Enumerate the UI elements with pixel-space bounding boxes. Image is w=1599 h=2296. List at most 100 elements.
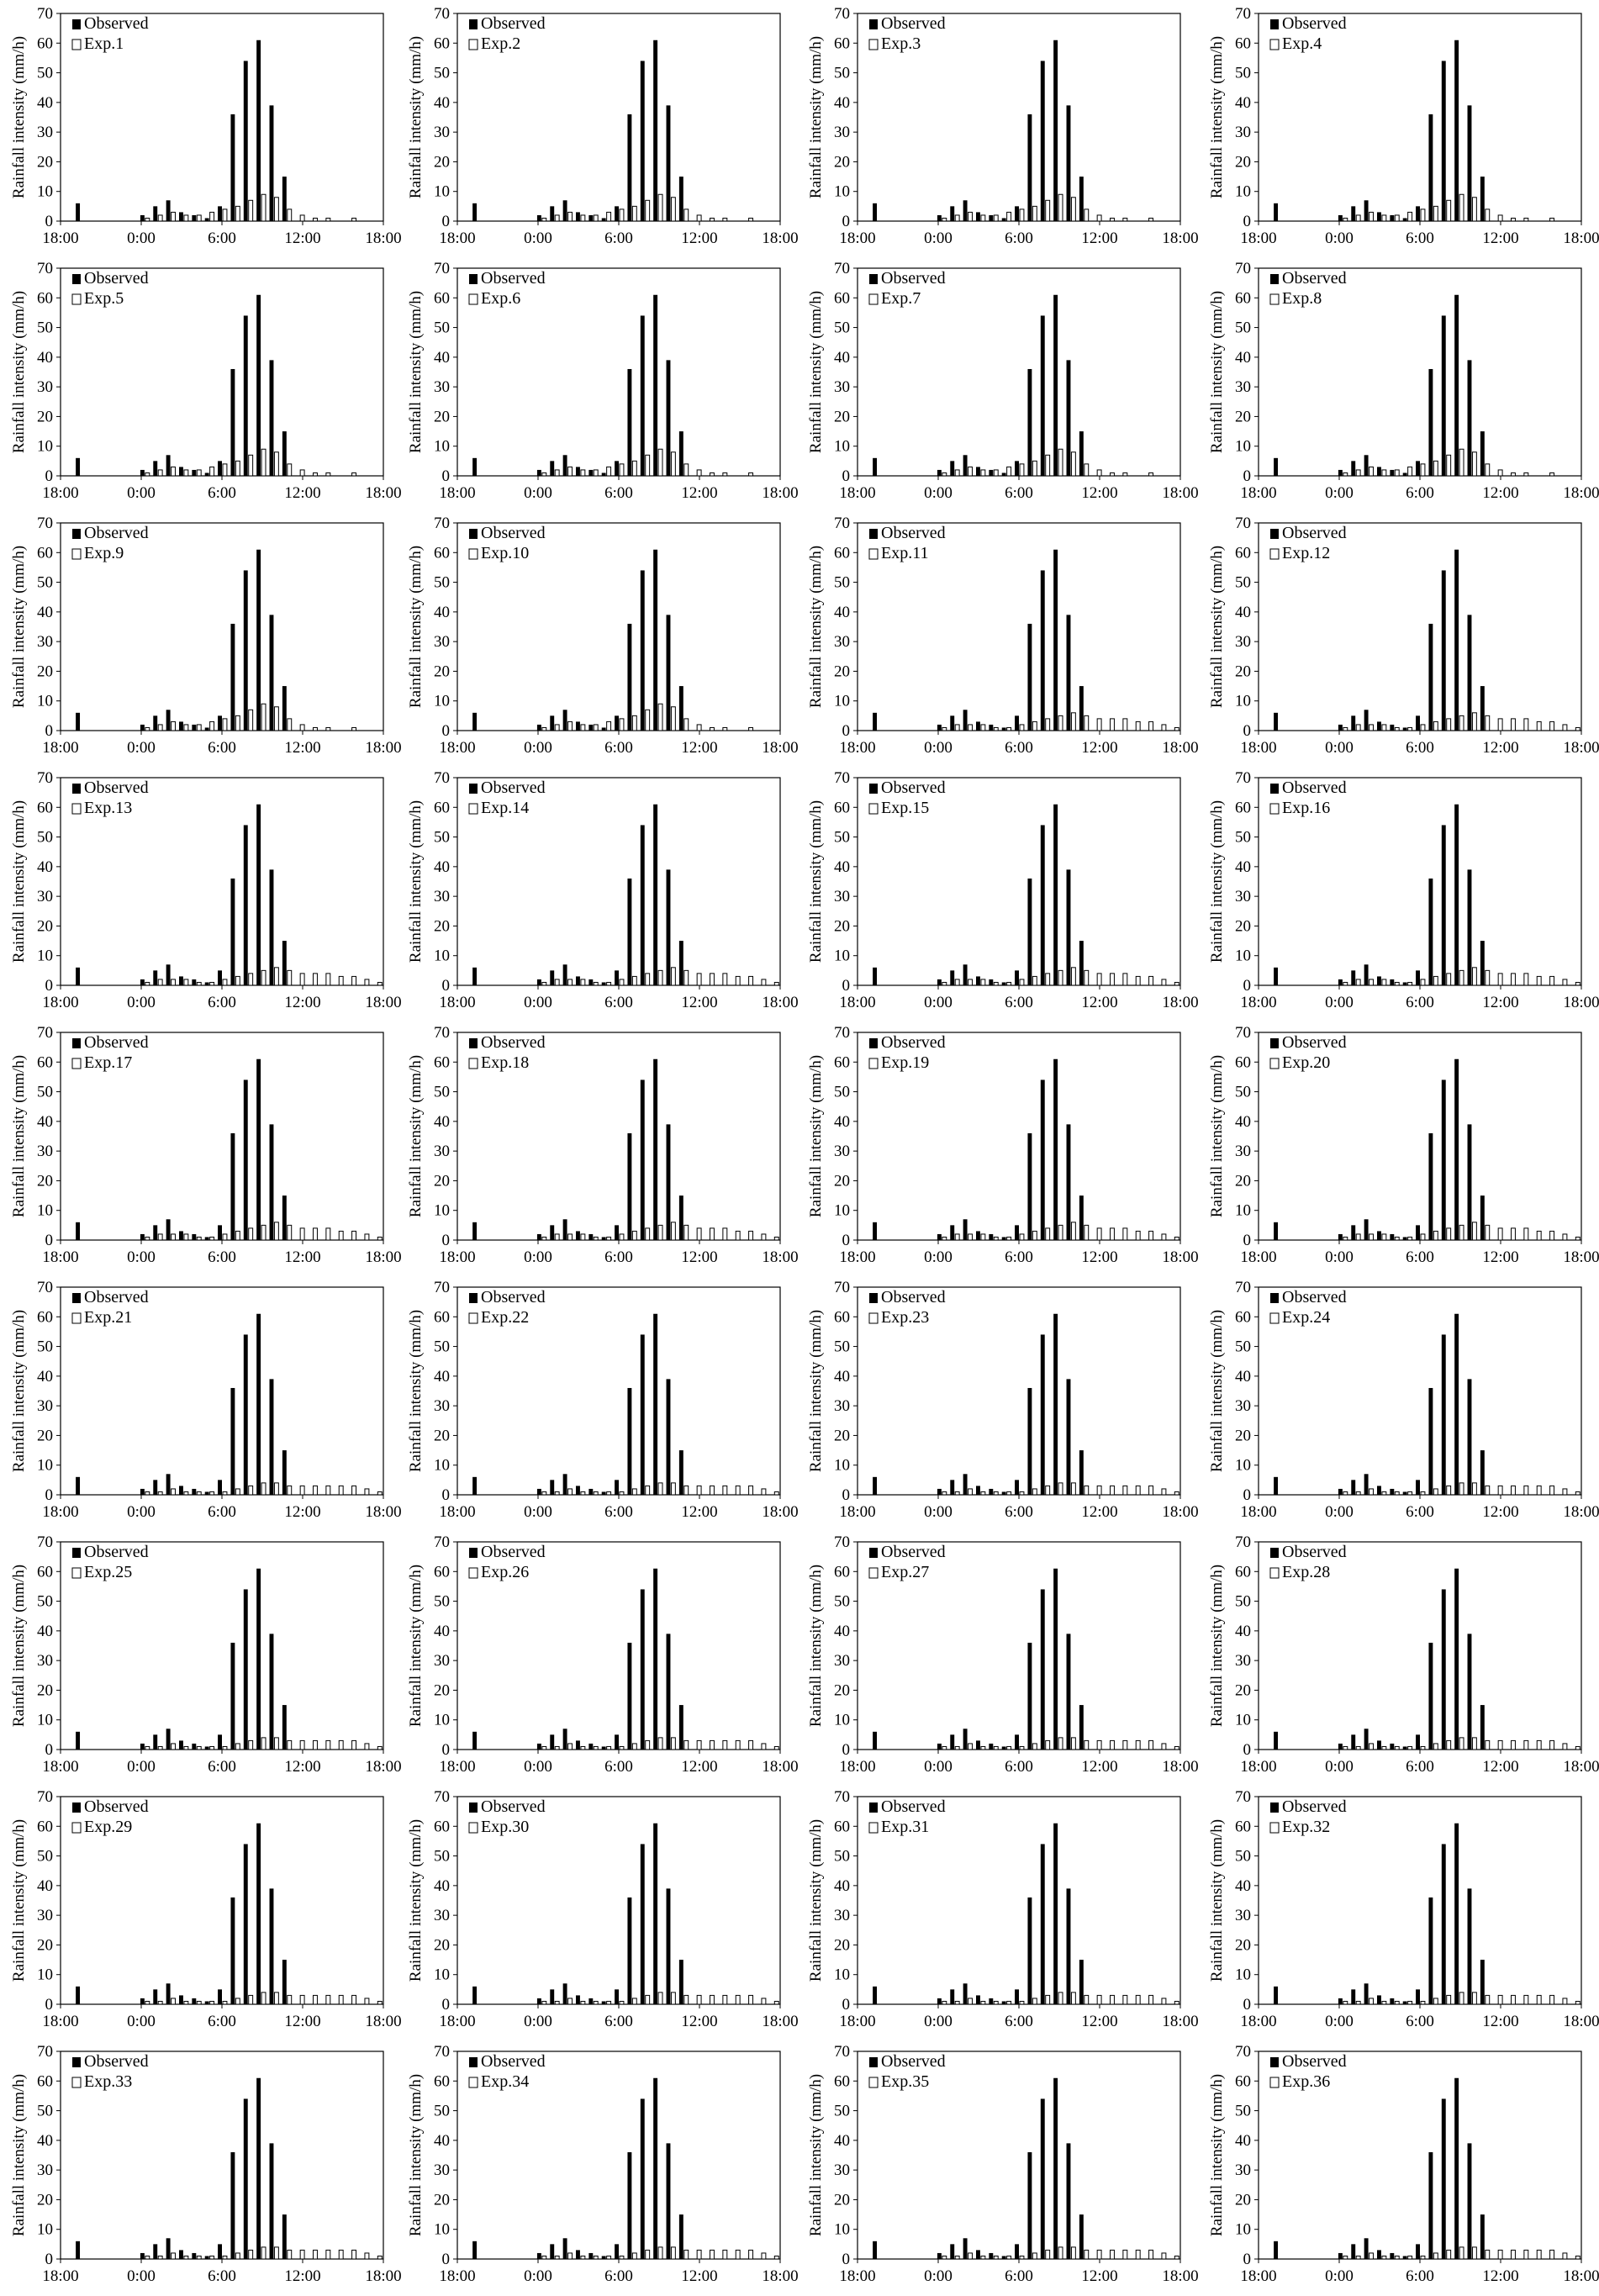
- y-tick-label: 0: [442, 1232, 451, 1249]
- observed-bar: [218, 1225, 222, 1240]
- experiment-bar: [773, 2000, 779, 2005]
- x-tick-label: 6:00: [1005, 2267, 1033, 2285]
- experiment-bar: [1122, 1994, 1128, 2005]
- experiment-bar: [761, 1998, 767, 2005]
- observed-bar: [937, 1488, 942, 1495]
- experiment-bar: [773, 2255, 779, 2260]
- observed-bar: [1066, 1634, 1071, 1750]
- observed-bar: [243, 2098, 248, 2259]
- y-tick-label: 70: [434, 515, 450, 532]
- observed-bar: [166, 2238, 171, 2259]
- experiment-bar: [1562, 724, 1568, 731]
- y-tick-label: 50: [37, 1338, 53, 1356]
- experiment-bar: [645, 709, 651, 731]
- observed-bar: [588, 979, 594, 985]
- chart-panel: 0 10 20 30 40 50 60 70 18:00 0:00 6:00 12:00 18:00 Ra…: [1198, 1274, 1599, 1528]
- experiment-bar: [171, 1233, 176, 1241]
- experiment-bar: [1381, 214, 1387, 222]
- observed-bar: [140, 1998, 145, 2004]
- observed-bar: [1015, 1734, 1019, 1750]
- experiment-bar: [619, 1491, 625, 1496]
- y-tick-label: 0: [842, 722, 851, 740]
- experiment-bar: [222, 979, 228, 986]
- experiment-bar: [1562, 2252, 1568, 2260]
- observed-bar: [1377, 212, 1381, 221]
- x-tick-label: 12:00: [681, 484, 717, 502]
- observed-bar: [1428, 368, 1433, 476]
- experiment-bar: [157, 724, 163, 731]
- y-tick-label: 40: [834, 1877, 850, 1895]
- observed-bar: [472, 1731, 478, 1750]
- experiment-bar: [631, 1230, 637, 1241]
- experiment-bar: [954, 1745, 960, 1750]
- y-tick-label: 60: [1235, 799, 1251, 816]
- x-tick-label: 6:00: [208, 2267, 236, 2285]
- experiment-bar: [1343, 1236, 1348, 1241]
- y-tick-label: 60: [434, 2072, 450, 2090]
- experiment-bar: [1006, 211, 1012, 222]
- experiment-bar: [619, 463, 625, 477]
- y-axis-label: Rainfall intensity (mm/h): [807, 1565, 825, 1727]
- x-tick-label: 6:00: [1005, 739, 1033, 757]
- experiment-bar: [1006, 1745, 1012, 1750]
- experiment-bar: [541, 1491, 547, 1496]
- experiment-bar: [631, 975, 637, 986]
- observed-bar: [1364, 1983, 1369, 2004]
- x-tick-label: 12:00: [284, 1248, 320, 1266]
- experiment-bar: [261, 2246, 266, 2260]
- observed-bar: [282, 686, 287, 731]
- experiment-bar: [287, 718, 293, 731]
- observed-bar: [1027, 1897, 1032, 2004]
- y-tick-label: 20: [37, 153, 53, 171]
- y-axis-label: Rainfall intensity (mm/h): [407, 1819, 425, 1982]
- experiment-bar: [171, 211, 176, 222]
- observed-bar: [153, 1225, 158, 1240]
- observed-bar: [1027, 1387, 1032, 1495]
- experiment-bar: [1148, 1994, 1154, 2005]
- y-tick-label: 70: [834, 1788, 850, 1806]
- x-tick-label: 18:00: [839, 2267, 875, 2285]
- experiment-bar: [670, 2246, 676, 2260]
- observed-bar: [1001, 218, 1006, 221]
- observed-bar: [76, 1731, 81, 1750]
- experiment-bar: [171, 466, 176, 477]
- observed-bar: [627, 1897, 632, 2004]
- experiment-bar: [1369, 1998, 1374, 2005]
- experiment-bar: [145, 1745, 150, 1750]
- y-tick-label: 30: [37, 633, 53, 651]
- observed-bar: [1480, 1705, 1485, 1750]
- experiment-bar: [157, 469, 163, 477]
- observed-bar: [950, 1989, 955, 2004]
- experiment-bar: [325, 726, 331, 731]
- experiment-bar: [696, 973, 702, 986]
- experiment-bar: [631, 2252, 637, 2260]
- y-tick-label: 0: [45, 2251, 54, 2268]
- experiment-bar: [1070, 712, 1076, 731]
- y-tick-label: 0: [1243, 467, 1252, 485]
- y-tick-label: 30: [434, 1397, 450, 1415]
- experiment-bar: [942, 2255, 947, 2260]
- experiment-bar: [287, 2249, 293, 2260]
- experiment-bar: [1511, 2249, 1516, 2260]
- experiment-bar: [377, 1491, 383, 1496]
- experiment-bar: [593, 2255, 599, 2260]
- experiment-bar: [1536, 1485, 1542, 1496]
- observed-bar: [873, 1476, 878, 1495]
- experiment-bar: [145, 726, 150, 731]
- experiment-bar: [1084, 1224, 1090, 1241]
- experiment-bar: [942, 217, 947, 222]
- observed-bar: [1467, 615, 1472, 731]
- y-tick-label: 50: [1235, 1848, 1251, 1866]
- chart-panel: 0 10 20 30 40 50 60 70 18:00 0:00 6:00 12:00 18:00 Ra…: [797, 0, 1199, 255]
- legend-observed-label: Observed: [481, 1288, 546, 1306]
- y-tick-label: 70: [1235, 515, 1251, 532]
- observed-bar: [256, 1568, 261, 1750]
- x-tick-label: 18:00: [839, 230, 875, 247]
- legend-observed-label: Observed: [84, 779, 149, 797]
- experiment-bar: [1420, 2000, 1426, 2005]
- y-tick-label: 70: [1235, 260, 1251, 277]
- experiment-bar: [567, 466, 573, 477]
- observed-bar: [640, 825, 645, 985]
